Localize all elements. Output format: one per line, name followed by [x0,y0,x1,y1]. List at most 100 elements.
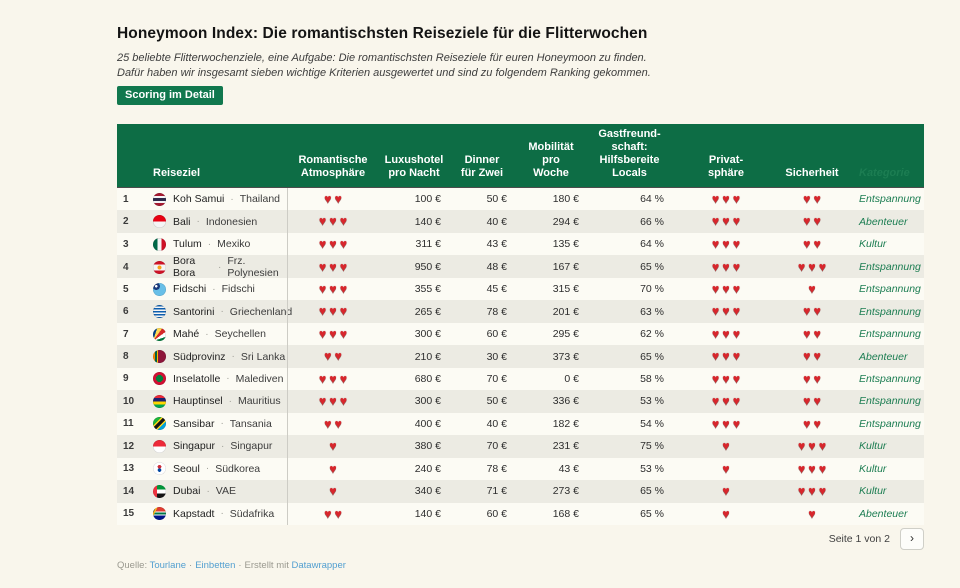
pagination: Seite 1 von 2 › [829,528,924,550]
heart-icon: ♥ [732,349,741,364]
category-cell: Entspannung [859,372,921,385]
destination-label: Sansibar [173,417,215,430]
rank-cell: 6 [123,306,129,318]
attribution-separator: · [189,560,193,571]
table-row: 11 Sansibar · Tansania ♥ ♥ 400 € 40 € 182… [117,412,924,436]
privacy-hearts: ♥ ♥ ♥ [672,372,780,386]
dinner-price-cell: 70 € [486,372,507,385]
heart-icon: ♥ [329,214,337,229]
dinner-price-cell: 60 € [486,507,507,520]
mobility-price-cell: 273 € [552,485,579,498]
destination-cell: Santorini · Griechenland [153,305,292,319]
ranking-table: Reiseziel Romantische Atmosphäre Luxusho… [117,124,924,526]
heart-icon: ♥ [818,439,827,454]
separator-dot: · [228,395,232,407]
embed-link[interactable]: Einbetten [195,560,236,571]
category-cell: Entspannung [859,261,921,274]
romantic-hearts: ♥ ♥ ♥ [287,305,379,318]
rank-cell: 15 [123,508,135,520]
separator-dot: · [212,283,216,295]
country-label: Tansania [229,417,272,430]
column-divider-line [287,188,288,525]
destination-cell: Fidschi · Fidschi [153,282,287,296]
dinner-price-cell: 78 € [486,462,507,475]
destination-label: Kapstadt [173,507,215,520]
heart-icon: ♥ [732,416,741,431]
table-row: 8 Südprovinz · Sri Lanka ♥ ♥ 210 € 30 € 3… [117,345,924,368]
hospitality-percent-cell: 53 % [640,462,664,475]
destination-label: Santorini [173,305,215,318]
heart-icon: ♥ [803,214,811,229]
heart-icon: ♥ [722,461,730,476]
flag-icon [153,215,166,229]
heart-icon: ♥ [324,349,332,364]
rank-cell: 2 [123,216,129,228]
heart-icon: ♥ [803,416,811,431]
destination-label: Fidschi [173,283,207,296]
hospitality-percent-cell: 65 % [640,350,664,363]
heart-icon: ♥ [797,439,806,454]
heart-icon: ♥ [722,506,730,521]
table-row: 9 Inselatolle · Malediven ♥ ♥ ♥ 680 € 70 €… [117,367,924,391]
heart-icon: ♥ [339,281,348,296]
privacy-hearts: ♥ ♥ ♥ [672,328,780,341]
destination-cell: Bali · Indonesien [153,215,287,229]
heart-icon: ♥ [803,349,811,364]
scoring-detail-button[interactable]: Scoring im Detail [117,86,223,105]
separator-dot: · [205,328,209,340]
source-link[interactable]: Tourlane [149,560,187,571]
destination-cell: Dubai · VAE [153,484,287,498]
country-label: Sri Lanka [240,350,286,363]
safety-hearts: ♥ [780,507,844,521]
romantic-hearts: ♥ ♥ ♥ [287,395,379,408]
heart-icon: ♥ [711,394,720,409]
mobility-price-cell: 0 € [564,372,579,385]
next-page-button[interactable]: › [900,528,924,550]
romantic-hearts: ♥ ♥ ♥ [287,283,379,296]
dinner-price-cell: 71 € [486,485,507,498]
table-header-row: Reiseziel Romantische Atmosphäre Luxusho… [117,124,924,188]
romantic-hearts: ♥ ♥ [287,193,379,206]
heart-icon: ♥ [808,281,816,296]
heart-icon: ♥ [722,281,730,296]
hospitality-percent-cell: 75 % [640,440,664,453]
dinner-price-cell: 48 € [486,261,507,274]
hospitality-percent-cell: 62 % [640,328,664,341]
hospitality-percent-cell: 70 % [640,283,664,296]
rank-cell: 1 [123,193,129,205]
table-row: 12 Singapur · Singapur ♥ 380 € 70 € 231 … [117,435,924,458]
datawrapper-link[interactable]: Datawrapper [291,560,346,571]
safety-hearts: ♥ ♥ ♥ [780,462,844,476]
table-body: 1 Koh Samui · Thailand ♥ ♥ 100 € 50 € 180… [117,188,924,526]
mobility-price-cell: 295 € [552,328,579,341]
destination-label: Tulum [173,238,202,251]
heart-icon: ♥ [818,484,827,499]
heart-icon: ♥ [329,484,337,499]
dinner-price-cell: 70 € [486,440,507,453]
destination-cell: Südprovinz · Sri Lanka [153,350,287,364]
mobility-price-cell: 201 € [552,305,579,318]
hotel-price-cell: 140 € [414,215,441,228]
privacy-hearts: ♥ ♥ ♥ [672,283,780,296]
column-header-safety: Sicherheit [785,167,839,179]
heart-icon: ♥ [722,349,730,364]
country-label: VAE [215,485,237,498]
heart-icon: ♥ [339,326,348,341]
chevron-right-icon: › [910,531,914,545]
rank-cell: 10 [123,395,135,407]
heart-icon: ♥ [722,236,730,251]
heart-icon: ♥ [711,214,720,229]
page-indicator: Seite 1 von 2 [828,533,890,545]
heart-icon: ♥ [339,236,348,251]
separator-dot: · [226,373,230,385]
hospitality-percent-cell: 63 % [640,305,664,318]
destination-cell: Hauptinsel · Mauritius [153,394,287,408]
heart-icon: ♥ [813,304,821,319]
heart-icon: ♥ [803,236,811,251]
table-row: 13 Seoul · Südkorea ♥ 240 € 78 € 43 € 53… [117,457,924,481]
hotel-price-cell: 400 € [414,417,441,430]
heart-icon: ♥ [818,260,827,275]
romantic-hearts: ♥ ♥ [287,417,379,431]
destination-cell: Koh Samui · Thailand [153,192,287,206]
source-prefix: Quelle: [117,560,148,571]
